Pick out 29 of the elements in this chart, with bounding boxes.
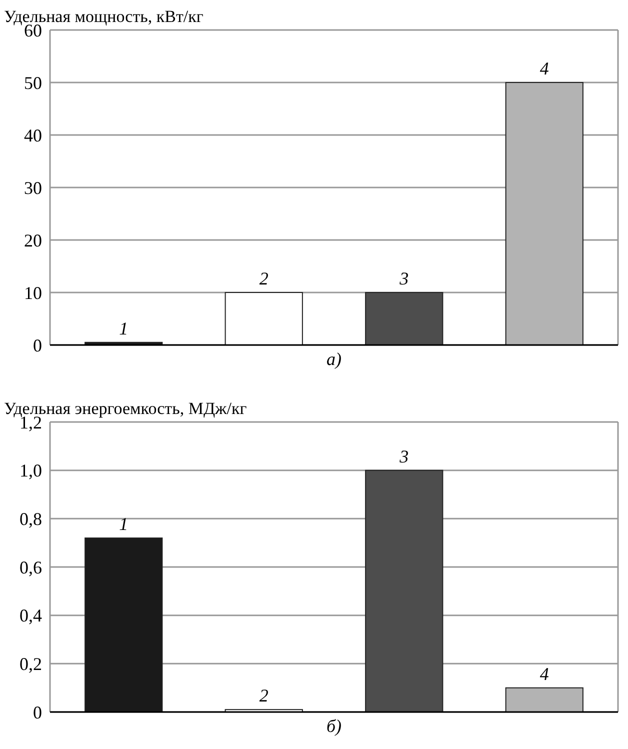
y-tick-label: 1,0 <box>20 460 42 481</box>
y-tick-label: 0 <box>33 702 42 722</box>
y-axis-title: Удельная мощность, кВт/кг <box>4 7 204 26</box>
x-tick-label: 3 <box>398 446 409 466</box>
x-tick-label: 2 <box>259 268 268 288</box>
bar <box>505 687 584 712</box>
bar <box>365 470 444 712</box>
x-tick-label: 4 <box>540 58 549 78</box>
x-tick-label: 1 <box>119 514 128 534</box>
y-tick-label: 0,8 <box>20 508 42 529</box>
bar <box>224 292 303 346</box>
y-tick-label: 0 <box>33 335 42 356</box>
x-tick-label: 4 <box>540 664 549 684</box>
x-tick-label: 3 <box>398 268 409 288</box>
bar <box>365 292 444 346</box>
text: а) <box>326 349 342 369</box>
bar <box>84 538 163 712</box>
y-tick-label: 20 <box>24 230 42 250</box>
x-tick-label: 1 <box>119 318 128 338</box>
text: б) <box>326 716 342 736</box>
y-tick-label: 0,6 <box>20 557 42 578</box>
bar <box>505 82 584 346</box>
y-tick-label: 0,4 <box>20 606 42 626</box>
y-tick-label: 0,2 <box>20 654 42 674</box>
x-tick-label: 2 <box>259 686 268 706</box>
y-tick-label: 10 <box>24 282 42 303</box>
y-tick-label: 50 <box>24 72 42 93</box>
y-tick-label: 40 <box>24 125 42 146</box>
y-tick-label: 30 <box>24 178 42 198</box>
